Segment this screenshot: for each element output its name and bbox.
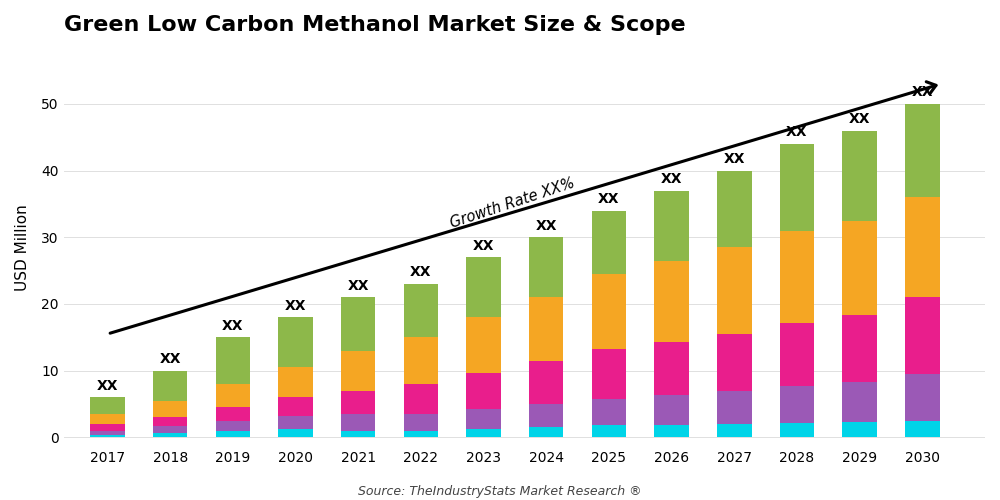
Text: XX: XX [849,112,870,126]
Bar [341,350,375,391]
Bar [153,370,187,400]
Text: XX: XX [724,152,745,166]
Text: XX: XX [786,125,808,139]
Bar [654,342,689,396]
Bar [404,384,438,414]
Bar [216,408,250,420]
Bar [341,298,375,350]
Bar [216,338,250,384]
Bar [717,170,752,247]
Bar [592,426,626,438]
Bar [780,322,814,386]
Bar [842,130,877,220]
Bar [654,426,689,438]
Bar [404,430,438,438]
Text: Growth Rate XX%: Growth Rate XX% [448,176,577,231]
Bar [90,434,125,438]
Bar [466,258,501,318]
Bar [529,360,563,404]
Bar [278,430,313,438]
Bar [905,298,940,374]
Bar [216,430,250,438]
Bar [654,260,689,342]
Text: XX: XX [285,298,306,312]
Bar [905,104,940,197]
Bar [278,318,313,368]
Bar [717,334,752,390]
Bar [592,348,626,399]
Text: XX: XX [535,218,557,232]
Bar [905,197,940,298]
Bar [90,414,125,424]
Bar [529,298,563,360]
Bar [216,420,250,430]
Bar [842,220,877,316]
Bar [466,318,501,372]
Bar [153,400,187,417]
Bar [153,418,187,426]
Bar [780,144,814,231]
Bar [654,396,689,426]
Bar [905,374,940,420]
Bar [466,410,501,430]
Bar [90,398,125,414]
Bar [529,404,563,427]
Bar [592,274,626,348]
Bar [780,386,814,422]
Bar [842,316,877,382]
Bar [466,430,501,438]
Bar [341,414,375,430]
Bar [404,414,438,430]
Bar [717,424,752,438]
Text: XX: XX [661,172,682,186]
Bar [341,390,375,414]
Bar [780,422,814,438]
Text: XX: XX [598,192,620,206]
Text: XX: XX [222,318,244,332]
Text: Green Low Carbon Methanol Market Size & Scope: Green Low Carbon Methanol Market Size & … [64,15,685,35]
Text: XX: XX [347,278,369,292]
Bar [341,430,375,438]
Y-axis label: USD Million: USD Million [15,204,30,290]
Bar [466,372,501,410]
Bar [278,398,313,416]
Bar [90,430,125,434]
Text: XX: XX [410,266,432,280]
Bar [717,247,752,334]
Text: XX: XX [473,238,494,252]
Bar [529,428,563,438]
Bar [278,368,313,398]
Bar [153,426,187,432]
Bar [842,382,877,422]
Bar [717,390,752,424]
Bar [404,338,438,384]
Bar [780,230,814,322]
Bar [905,420,940,438]
Bar [592,398,626,425]
Bar [654,190,689,260]
Bar [90,424,125,430]
Bar [216,384,250,407]
Text: XX: XX [97,378,118,392]
Bar [404,284,438,338]
Bar [529,237,563,298]
Text: XX: XX [912,85,933,99]
Text: Source: TheIndustryStats Market Research ®: Source: TheIndustryStats Market Research… [358,485,642,498]
Text: XX: XX [159,352,181,366]
Bar [278,416,313,430]
Bar [842,422,877,438]
Bar [592,210,626,274]
Bar [153,432,187,438]
